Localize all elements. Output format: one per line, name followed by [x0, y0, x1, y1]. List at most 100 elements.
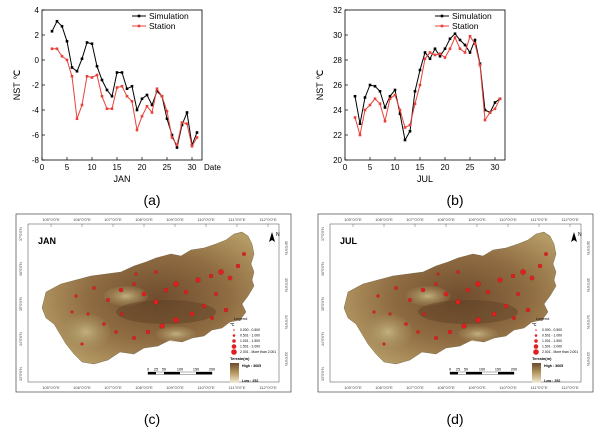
data-point-station: [150, 111, 154, 114]
station-marker: [195, 277, 201, 283]
data-point-simulation: [408, 129, 412, 133]
data-point-simulation: [393, 88, 397, 92]
data-point-station: [50, 47, 54, 51]
station-marker: [141, 291, 147, 297]
x-tick-label: 25: [466, 163, 475, 172]
data-point-station: [95, 73, 99, 77]
data-point-simulation: [463, 43, 467, 47]
data-point-simulation: [353, 94, 357, 98]
legend-entry: Simulation: [149, 11, 189, 21]
legend-unit: ℃: [230, 322, 235, 327]
data-point-simulation: [458, 38, 462, 42]
scale-label: 50: [464, 368, 468, 372]
data-point-station: [433, 53, 437, 57]
data-point-simulation: [473, 38, 477, 42]
left-latitude-label: 34°0'0"N: [19, 332, 23, 346]
station-marker: [408, 298, 412, 302]
right-latitude-label: 34°0'0"N: [284, 315, 288, 329]
legend-item: 0.501 - 1.000: [542, 334, 562, 338]
y-tick-label: -8: [32, 156, 40, 165]
y-tick-label: 32: [333, 6, 342, 15]
station-marker: [106, 298, 110, 302]
station-marker: [436, 272, 440, 276]
x-tick-label: 20: [441, 163, 450, 172]
station-marker: [537, 263, 543, 269]
station-marker: [422, 312, 426, 316]
station-marker: [159, 323, 165, 329]
station-marker: [525, 307, 531, 313]
y-tick-label: 30: [333, 31, 342, 40]
chart-b: 0 5 10 15 20 25 30 20 22 24 26 28 30 32 JUL NST ℃ Simula…: [315, 6, 506, 184]
data-point-simulation: [378, 89, 382, 93]
station-marker: [497, 277, 503, 283]
bottom-longitude-label: 108°0'0"E: [437, 385, 455, 390]
x-tick-label: 5: [65, 163, 70, 172]
data-point-simulation: [85, 41, 89, 44]
station-marker: [443, 291, 449, 297]
station-marker: [214, 292, 218, 296]
data-point-station: [428, 51, 432, 54]
station-marker: [118, 287, 124, 293]
station-marker: [70, 310, 74, 314]
data-point-simulation: [388, 94, 392, 98]
x-tick-label: 0: [343, 163, 348, 172]
data-point-station: [120, 84, 124, 88]
data-point-station: [105, 107, 109, 111]
data-point-simulation: [90, 42, 94, 46]
y-tick-label: 20: [333, 156, 342, 165]
data-point-simulation: [130, 84, 134, 88]
station-marker: [235, 263, 241, 269]
data-point-simulation: [438, 54, 442, 58]
station-marker: [420, 287, 426, 293]
data-point-station: [135, 128, 139, 132]
data-point-simulation: [155, 89, 159, 93]
station-marker: [80, 342, 84, 346]
data-point-simulation: [453, 32, 457, 36]
series-line-simulation: [51, 20, 198, 150]
data-point-simulation: [185, 111, 189, 114]
bottom-longitude-label: 111°0'0"E: [229, 385, 246, 390]
y-tick-label: 24: [333, 106, 342, 115]
bottom-longitude-label: 111°0'0"E: [531, 385, 548, 390]
terrain-low-label: Low : 252: [242, 379, 258, 383]
data-point-station: [115, 86, 119, 89]
station-marker: [485, 289, 491, 295]
legend-item: 1.001 - 1.500: [542, 339, 562, 343]
scale-label: 0: [449, 368, 451, 372]
data-point-station: [418, 83, 422, 87]
x-tick-label: 30: [188, 163, 197, 172]
scale-label: 200: [209, 368, 215, 372]
terrain-ramp: [230, 363, 239, 383]
data-point-station: [180, 121, 184, 124]
station-marker: [92, 286, 96, 290]
data-point-simulation: [483, 108, 487, 112]
data-point-simulation: [195, 131, 199, 134]
data-point-station: [65, 58, 69, 62]
station-marker: [173, 281, 179, 287]
data-point-station: [388, 97, 392, 101]
x-tick-label: 25: [163, 163, 172, 172]
data-point-simulation: [358, 122, 362, 126]
data-point-simulation: [493, 101, 497, 104]
scale-segment: [450, 372, 458, 375]
station-marker: [227, 275, 233, 281]
bottom-longitude-label: 112°0'0"E: [561, 385, 579, 390]
station-marker: [382, 342, 386, 346]
data-point-station: [90, 76, 94, 79]
terrain-low-label: Low : 252: [544, 379, 560, 383]
terrain-highland: [62, 314, 110, 350]
x-axis-extra-label: Date: [204, 163, 221, 172]
station-marker: [475, 317, 481, 323]
data-point-station: [383, 119, 387, 123]
station-marker: [510, 273, 516, 279]
data-point-station: [363, 108, 367, 112]
legend-title: Legend: [536, 316, 549, 321]
data-point-station: [70, 74, 74, 78]
data-point-station: [473, 42, 477, 46]
station-marker: [503, 303, 509, 309]
terrain-highland: [364, 314, 412, 350]
data-point-simulation: [150, 103, 154, 107]
x-tick-label: 5: [368, 163, 373, 172]
data-point-station: [408, 123, 412, 127]
